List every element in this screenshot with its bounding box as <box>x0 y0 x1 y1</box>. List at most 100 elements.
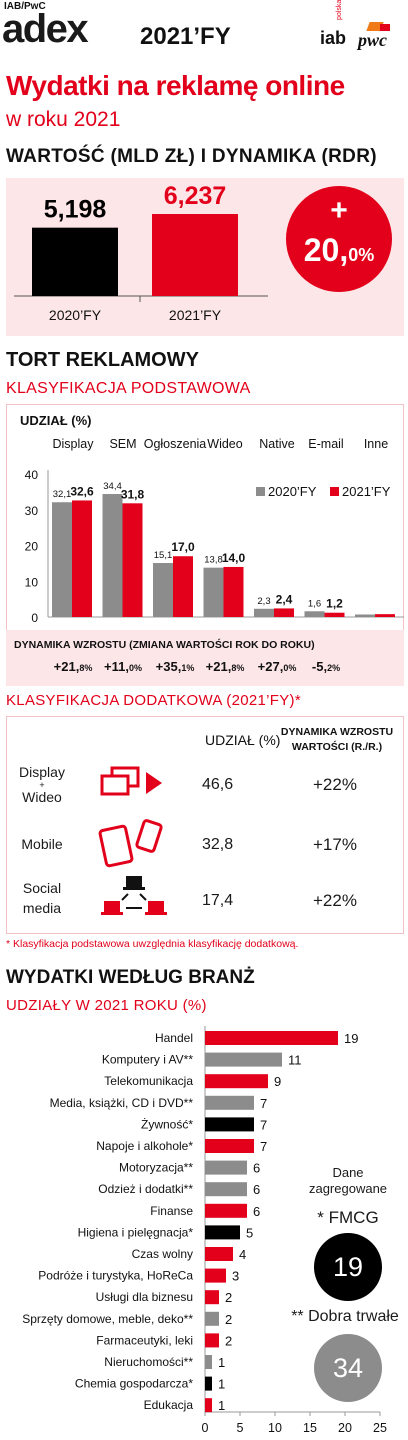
fmcg-value: 19 <box>332 1252 364 1282</box>
industry-bar <box>205 1182 247 1197</box>
dynamics-value: +11,0% <box>93 658 153 676</box>
share-bar <box>52 502 72 617</box>
dynamics-value-small: 8% <box>231 663 245 673</box>
industry-section-subtitle: UDZIAŁY W 2021 ROKU (%) <box>6 997 207 1014</box>
extra-footnote: * Klasyfikacja podstawowa uwzględnia kla… <box>6 938 299 950</box>
share-y-tick-label: 20 <box>25 540 39 554</box>
industry-category-label: Motoryzacja** <box>119 1161 193 1175</box>
industry-bar <box>205 1268 226 1283</box>
industry-bar <box>205 1398 212 1413</box>
share-category-label: Native <box>259 437 294 451</box>
share-bar-label: 17,0 <box>171 540 195 554</box>
share-bar <box>304 611 325 617</box>
share-bar-label: 2,3 <box>257 596 270 607</box>
report-kicker: IAB/PwC <box>4 1 46 12</box>
share-category-label: Ogłoszenia <box>144 437 207 451</box>
dynamic-value-suffix: 0% <box>348 245 375 265</box>
value-bar <box>152 214 238 296</box>
iab-logo: iab <box>320 28 346 49</box>
laptop-left-icon <box>104 901 120 912</box>
extra-row-dyn: +17% <box>313 835 357 854</box>
dynamics-value: +27,0% <box>247 658 307 676</box>
durable-value: 34 <box>332 1353 364 1383</box>
industry-bar <box>205 1376 212 1391</box>
share-bar-label: 32,1 <box>53 489 72 500</box>
share-bar <box>122 503 143 617</box>
pie-section-subtitle: KLASYFIKACJA PODSTAWOWA <box>6 380 251 397</box>
industry-x-tick-label: 10 <box>268 1421 282 1435</box>
pie-section-title: TORT REKLAMOWY <box>6 349 199 371</box>
extra-row-label-2: Wideo <box>22 789 62 805</box>
extra-row-label: Display <box>19 764 65 780</box>
industry-category-label: Podróże i turystyka, HoReCa <box>38 1269 193 1283</box>
extra-row-label-2: media <box>22 900 62 916</box>
share-bar-label: 14,0 <box>222 551 246 565</box>
share-bar <box>153 563 173 617</box>
extra-row-dyn: +22% <box>313 775 357 794</box>
industry-bar <box>205 1095 254 1110</box>
share-bar <box>223 566 244 617</box>
extra-row-share: 32,8 <box>202 836 234 853</box>
extra-row-share: 46,6 <box>202 776 234 793</box>
brand-logo: adex <box>2 9 89 49</box>
value-chart: 5,198 2020’FY 6,237 2021’FY <box>14 182 268 323</box>
dynamics-value-small: 8% <box>79 663 93 673</box>
display-video-icon <box>100 766 162 796</box>
industry-x-tick-label: 20 <box>338 1421 352 1435</box>
industry-bar-label: 2 <box>225 1333 232 1348</box>
fmcg-label: * FMCG <box>317 1208 379 1227</box>
extra-col-dyn-2: WARTOŚCI (R./R.) <box>291 741 383 753</box>
laptop-top-base <box>123 887 145 890</box>
share-bar-label: 34,4 <box>103 481 122 492</box>
extra-row-plus: + <box>39 780 45 790</box>
share-category-label: Inne <box>364 437 388 451</box>
dynamics-panel <box>6 630 404 686</box>
industry-category-label: Edukacja <box>144 1398 194 1412</box>
share-y-tick-label: 30 <box>25 504 39 518</box>
dynamics-value-main: -5, <box>311 659 328 674</box>
industry-bar-label: 6 <box>253 1204 260 1219</box>
share-y-tick-label: 40 <box>25 468 39 482</box>
industry-bar-label: 9 <box>274 1074 281 1089</box>
iab-logo-text: iab <box>320 28 347 48</box>
value-category-label: 2020’FY <box>49 307 102 323</box>
share-legend-label: 2020’FY <box>268 484 317 499</box>
industry-bar-label: 3 <box>232 1269 239 1284</box>
dynamic-sign: + <box>330 194 348 227</box>
dynamic-value-main: 20, <box>303 232 349 268</box>
main-subtitle: w roku 2021 <box>6 108 121 131</box>
industry-bar-label: 6 <box>253 1161 260 1176</box>
industry-bar-label: 5 <box>246 1225 253 1240</box>
dynamics-value-small: 1% <box>181 663 195 673</box>
industry-bar <box>205 1139 254 1153</box>
share-bar <box>173 556 193 617</box>
industry-category-label: Higiena i pielęgnacja* <box>78 1225 194 1239</box>
dynamics-value-small: 2% <box>327 663 341 673</box>
dynamics-value: +21,8% <box>43 658 103 676</box>
share-bar <box>203 567 224 617</box>
industry-category-label: Usługi dla biznesu <box>96 1290 193 1304</box>
share-bar-label: 1,6 <box>308 598 321 609</box>
dynamic-circle: + 20,0% <box>286 186 392 292</box>
dynamics-value-main: +27, <box>257 659 284 674</box>
share-bar-label: 31,8 <box>121 487 145 501</box>
extra-row-display-video: Display + Wideo 46,6 +22% <box>6 758 404 814</box>
dynamics-value-small: 0% <box>128 663 142 673</box>
industry-bar <box>205 1074 268 1089</box>
dynamics-value-small: 0% <box>283 663 297 673</box>
industry-x-tick-label: 5 <box>237 1421 244 1435</box>
industry-bar <box>205 1203 247 1218</box>
aggregated-label-1: Dane <box>332 1165 364 1180</box>
play-icon <box>146 772 162 794</box>
industry-category-label: Chemia gospodarcza* <box>75 1377 193 1391</box>
industry-bar-label: 2 <box>225 1312 232 1327</box>
extra-row-label: Mobile <box>21 836 63 852</box>
share-bar <box>355 614 375 617</box>
durable-label: ** Dobra trwałe <box>291 1308 399 1325</box>
extra-row-label: Social <box>22 880 62 896</box>
pwc-logo-mark-2 <box>380 24 390 31</box>
industry-category-label: Czas wolny <box>132 1247 193 1261</box>
dynamics-value: +35,1% <box>145 658 205 676</box>
industry-bar <box>205 1355 212 1369</box>
industry-category-label: Media, książki, CD i DVD** <box>50 1096 194 1110</box>
